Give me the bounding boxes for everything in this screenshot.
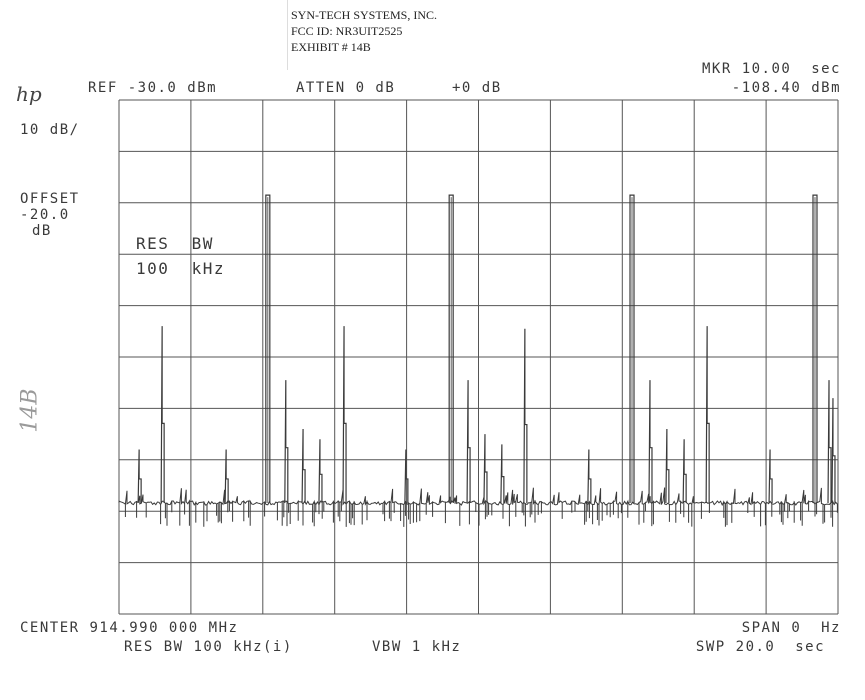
- res-bw-annotation-value: 100 kHz: [136, 259, 226, 278]
- ref-level: REF -30.0 dBm: [88, 80, 218, 96]
- pulse-mark: [265, 194, 271, 503]
- header-exhibit: EXHIBIT # 14B: [291, 40, 371, 54]
- spike-mark: [137, 449, 142, 503]
- header-fcc-id: FCC ID: NR3UIT2525: [291, 24, 403, 38]
- attenuation: ATTEN 0 dB: [296, 80, 396, 96]
- spike-mark: [768, 449, 773, 503]
- spike-mark: [523, 328, 528, 503]
- pulse-mark: [812, 194, 818, 503]
- spike-mark: [500, 444, 505, 503]
- spike-mark: [587, 449, 592, 503]
- grid: [118, 99, 839, 615]
- spike-mark: [404, 449, 409, 503]
- spike-mark: [301, 428, 306, 503]
- header-company: SYN-TECH SYSTEMS, INC.: [291, 8, 438, 22]
- scale-per-div: 10 dB/: [20, 122, 80, 138]
- spike-mark: [466, 380, 471, 503]
- offset-label: OFFSET: [20, 191, 80, 207]
- noise-floor-trace: [118, 487, 838, 527]
- res-bw-annotation-label: RES BW: [136, 234, 214, 253]
- spike-mark: [284, 380, 289, 503]
- spike-mark: [342, 326, 347, 503]
- spike-mark: [705, 326, 710, 503]
- sweep-time: SWP 20.0 sec: [695, 639, 825, 655]
- offset-value: -20.0: [20, 207, 70, 223]
- scan-fold-line: [287, 0, 288, 70]
- spike-mark: [827, 380, 832, 503]
- res-bw: RES BW 100 kHz(i): [124, 639, 293, 655]
- span: SPAN 0 Hz: [741, 620, 841, 636]
- hp-logo: hp: [16, 82, 42, 106]
- spike-mark: [665, 428, 670, 503]
- spike-mark: [648, 380, 653, 503]
- spike-mark: [318, 439, 323, 503]
- vbw: VBW 1 kHz: [372, 639, 462, 655]
- pulse-mark: [629, 194, 635, 503]
- spike-mark: [682, 439, 687, 503]
- offset-unit: dB: [32, 223, 52, 239]
- marker-time: MKR 10.00 sec: [701, 61, 841, 77]
- center-frequency: CENTER 914.990 000 MHz: [20, 620, 239, 636]
- spike-mark: [224, 449, 229, 503]
- spike-mark: [831, 398, 836, 503]
- spike-mark: [160, 326, 165, 503]
- offset-db: +0 dB: [452, 80, 502, 96]
- spike-mark: [483, 434, 488, 503]
- pulse-marks: [137, 194, 836, 503]
- marker-level: -108.40 dBm: [731, 80, 841, 96]
- pulse-mark: [448, 194, 454, 503]
